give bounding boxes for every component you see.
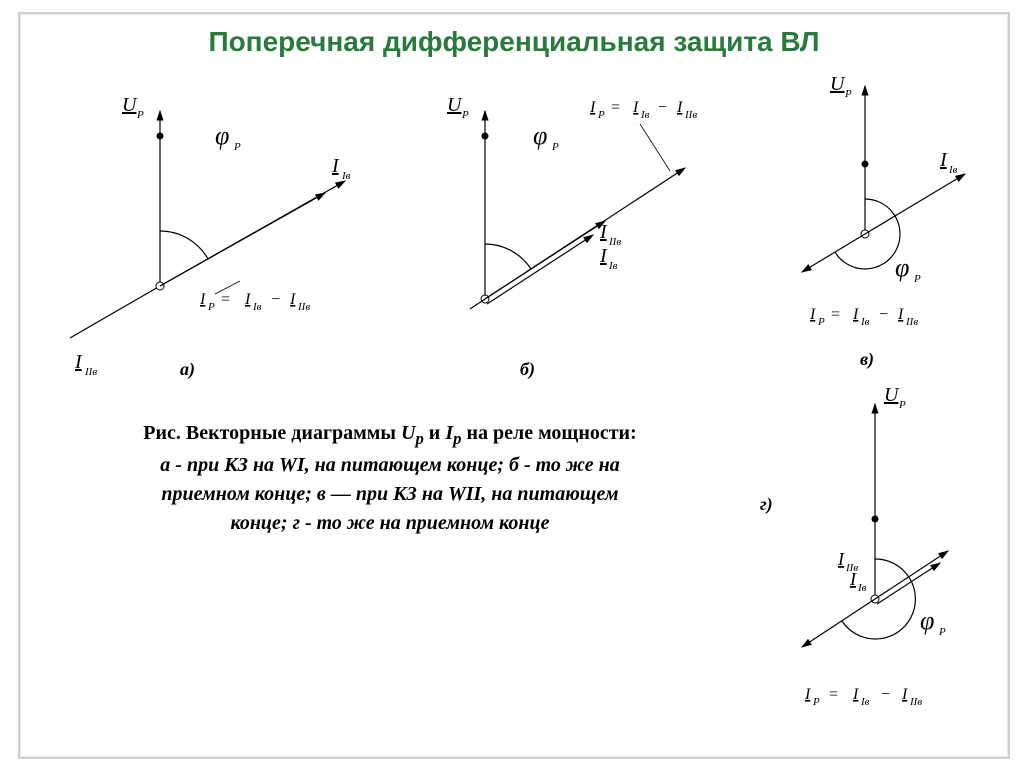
diagram-g: U P φ P I IIв I Iв I P = I Iв − I IIв [780,379,1000,724]
svg-text:IIв: IIв [608,236,621,248]
svg-text:P: P [207,301,215,313]
svg-text:I: I [289,291,296,308]
diagram-v: U P I Iв φ P I P = I Iв − I IIв [780,74,990,354]
svg-text:I: I [809,306,816,323]
svg-text:IIв: IIв [905,316,918,328]
label-v: в) [860,349,874,370]
svg-text:U: U [447,94,463,116]
svg-text:I: I [897,306,904,323]
svg-text:φ: φ [920,606,934,635]
diagram-a: U P φ P I Iв I IIв I P = I Iв − I IIв [50,76,370,376]
svg-text:P: P [898,399,906,411]
svg-text:IIв: IIв [909,696,922,708]
svg-text:φ: φ [895,253,909,282]
svg-text:I: I [901,686,908,703]
svg-text:I: I [331,155,340,177]
svg-text:P: P [597,109,605,121]
svg-text:I: I [852,686,859,703]
svg-text:P: P [551,141,559,153]
svg-text:−: − [270,291,281,308]
svg-text:=: = [610,99,621,116]
svg-text:−: − [878,306,889,323]
svg-text:U: U [122,94,138,116]
svg-text:P: P [844,88,852,100]
svg-text:I: I [599,221,608,243]
svg-text:P: P [817,316,825,328]
svg-text:IIв: IIв [84,366,97,376]
svg-text:P: P [913,273,921,285]
svg-text:U: U [884,384,900,406]
svg-text:=: = [220,291,231,308]
svg-text:=: = [828,686,839,703]
svg-text:IIв: IIв [684,109,697,121]
svg-text:P: P [812,696,820,708]
svg-text:U: U [830,74,846,95]
svg-text:φ: φ [533,121,547,150]
svg-text:P: P [136,109,144,121]
svg-text:I: I [632,99,639,116]
slide-frame: Поперечная дифференциальная защита ВЛ U … [18,12,1010,759]
svg-text:Iв: Iв [608,260,618,272]
svg-text:I: I [244,291,251,308]
svg-text:φ: φ [215,121,229,150]
svg-text:Iв: Iв [857,582,867,594]
svg-text:I: I [852,306,859,323]
svg-text:Iв: Iв [341,170,351,182]
diagram-b: U P φ P I Iв I IIв I P = I Iв − I IIв [375,76,715,376]
label-a: а) [180,359,195,380]
svg-text:Iв: Iв [860,316,870,328]
page-title: Поперечная дифференциальная защита ВЛ [20,26,1008,58]
svg-text:−: − [880,686,891,703]
svg-text:I: I [849,569,857,589]
svg-text:P: P [938,626,946,638]
label-b: б) [520,359,535,380]
svg-text:Iв: Iв [860,696,870,708]
svg-text:P: P [461,109,469,121]
svg-text:P: P [233,141,241,153]
svg-text:I: I [939,149,948,171]
svg-text:I: I [837,549,845,569]
svg-text:I: I [589,99,596,116]
svg-text:I: I [804,686,811,703]
svg-text:Iв: Iв [252,301,262,313]
svg-text:I: I [599,245,608,267]
figure-caption: Рис. Векторные диаграммы Up и Ip на реле… [80,419,700,538]
svg-text:−: − [657,99,668,116]
label-g: г) [760,494,773,515]
svg-text:I: I [199,291,206,308]
svg-text:=: = [830,306,841,323]
svg-text:IIв: IIв [297,301,310,313]
svg-text:I: I [74,351,83,373]
svg-text:Iв: Iв [640,109,650,121]
svg-text:I: I [676,99,683,116]
svg-text:Iв: Iв [948,164,958,176]
